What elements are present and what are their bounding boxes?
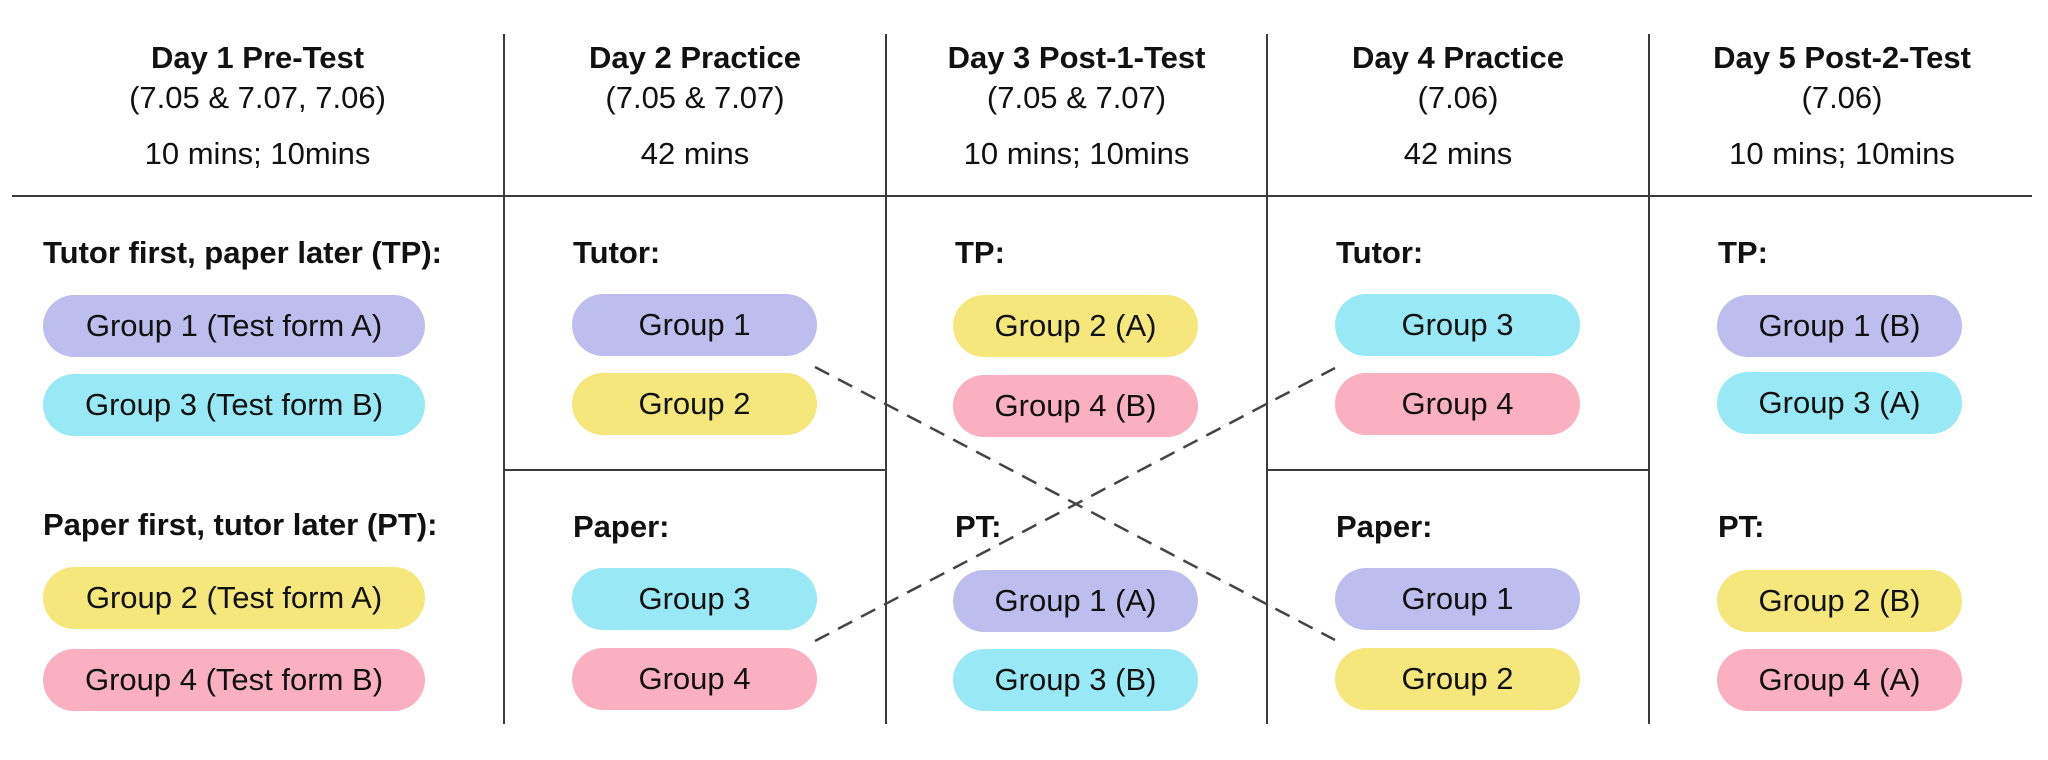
day1-tp-label: Tutor first, paper later (TP): <box>43 235 443 270</box>
day5-tp-label: TP: <box>1718 235 1768 270</box>
day3-title: Day 3 Post-1-Test <box>947 40 1206 75</box>
day4-duration: 42 mins <box>1403 136 1513 171</box>
day5-subtitle: (7.06) <box>1801 80 1883 115</box>
day2-title: Day 2 Practice <box>589 40 801 75</box>
column-divider-1 <box>503 34 505 724</box>
day5-title: Day 5 Post-2-Test <box>1713 40 1971 75</box>
day4-tutor-group-3: Group 3 <box>1335 294 1580 356</box>
day2-row-divider <box>503 469 885 471</box>
day3-tp-label: TP: <box>955 235 1005 270</box>
day4-header: Day 4 Practice (7.06) 42 mins <box>1268 38 1648 174</box>
day4-title: Day 4 Practice <box>1352 40 1564 75</box>
day1-header: Day 1 Pre-Test (7.05 & 7.07, 7.06) 10 mi… <box>12 38 503 174</box>
day2-header: Day 2 Practice (7.05 & 7.07) 42 mins <box>505 38 885 174</box>
day1-pt-label: Paper first, tutor later (PT): <box>43 507 438 542</box>
day3-pt-group-3: Group 3 (B) <box>953 649 1198 711</box>
day4-tutor-label: Tutor: <box>1336 235 1424 270</box>
day1-pt-group-2: Group 2 (Test form A) <box>43 567 425 629</box>
day2-tutor-group-1: Group 1 <box>572 294 817 356</box>
day5-pt-label: PT: <box>1718 509 1765 544</box>
day3-duration: 10 mins; 10mins <box>963 136 1190 171</box>
day3-pt-group-1: Group 1 (A) <box>953 570 1198 632</box>
day1-subtitle: (7.05 & 7.07, 7.06) <box>129 80 386 115</box>
day1-duration: 10 mins; 10mins <box>144 136 371 171</box>
day4-paper-group-2: Group 2 <box>1335 648 1580 710</box>
day3-pt-label: PT: <box>955 509 1002 544</box>
day4-row-divider <box>1266 469 1648 471</box>
header-divider <box>12 195 2032 197</box>
day5-tp-group-1: Group 1 (B) <box>1717 295 1962 357</box>
day5-pt-group-2: Group 2 (B) <box>1717 570 1962 632</box>
day3-tp-group-4: Group 4 (B) <box>953 375 1198 437</box>
day2-tutor-label: Tutor: <box>573 235 661 270</box>
day3-header: Day 3 Post-1-Test (7.05 & 7.07) 10 mins;… <box>887 38 1266 174</box>
day2-paper-group-3: Group 3 <box>572 568 817 630</box>
day1-tp-group-1: Group 1 (Test form A) <box>43 295 425 357</box>
day1-tp-group-3: Group 3 (Test form B) <box>43 374 425 436</box>
day5-header: Day 5 Post-2-Test (7.06) 10 mins; 10mins <box>1650 38 2034 174</box>
day4-paper-label: Paper: <box>1336 509 1433 544</box>
day5-duration: 10 mins; 10mins <box>1729 136 1955 171</box>
day2-subtitle: (7.05 & 7.07) <box>605 80 785 115</box>
day2-duration: 42 mins <box>640 136 750 171</box>
day4-subtitle: (7.06) <box>1417 80 1499 115</box>
day3-tp-group-2: Group 2 (A) <box>953 295 1198 357</box>
column-divider-4 <box>1648 34 1650 724</box>
day2-tutor-group-2: Group 2 <box>572 373 817 435</box>
day5-pt-group-4: Group 4 (A) <box>1717 649 1962 711</box>
day1-title: Day 1 Pre-Test <box>150 40 365 75</box>
day1-pt-group-4: Group 4 (Test form B) <box>43 649 425 711</box>
day4-tutor-group-4: Group 4 <box>1335 373 1580 435</box>
day3-subtitle: (7.05 & 7.07) <box>986 80 1167 115</box>
day2-paper-group-4: Group 4 <box>572 648 817 710</box>
day4-paper-group-1: Group 1 <box>1335 568 1580 630</box>
day5-tp-group-3: Group 3 (A) <box>1717 372 1962 434</box>
day2-paper-label: Paper: <box>573 509 670 544</box>
